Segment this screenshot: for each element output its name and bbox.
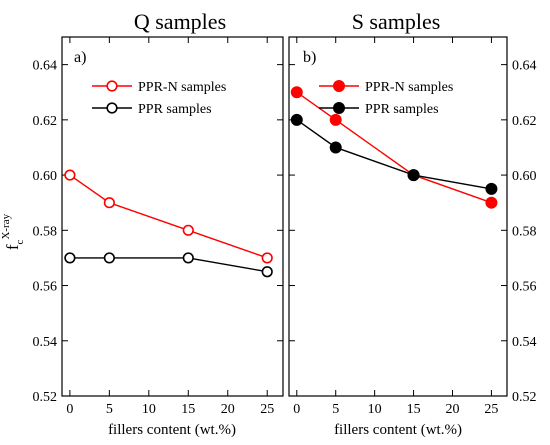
- legend-item: PPR samples: [319, 102, 439, 117]
- data-point: [261, 252, 273, 264]
- x-tick-label: 20: [446, 402, 460, 417]
- x-tick-label: 10: [142, 402, 156, 417]
- data-point: [103, 252, 115, 264]
- data-point: [290, 113, 303, 126]
- y-tick-label: 0.64: [33, 59, 58, 74]
- y-tick-label: 0.60: [512, 169, 537, 184]
- legend: PPR-N samples PPR samples: [92, 80, 226, 117]
- legend: PPR-N samples PPR samples: [319, 80, 453, 117]
- y-tick-label: 0.64: [512, 59, 537, 74]
- legend-item: PPR-N samples: [92, 80, 226, 95]
- legend-marker: [106, 102, 118, 114]
- data-point: [407, 169, 420, 182]
- panel-title: S samples: [352, 9, 441, 34]
- x-tick-label: 5: [106, 402, 113, 417]
- legend-marker: [106, 80, 118, 92]
- x-tick-label: 25: [260, 402, 274, 417]
- x-tick-label: 15: [407, 402, 421, 417]
- y-axis-label: fcX-ray: [0, 213, 26, 250]
- y-ticks: 0.52 0.54 0.56 0.58 0.60 0.62 0.64: [289, 59, 537, 405]
- legend-item: PPR samples: [92, 102, 212, 117]
- x-tick-label: 25: [484, 402, 498, 417]
- data-point: [329, 113, 342, 126]
- y-label-sub: c: [14, 239, 26, 244]
- data-point: [329, 141, 342, 154]
- series-line: [69, 257, 268, 273]
- data-point: [64, 252, 76, 264]
- legend-item: PPR-N samples: [319, 80, 453, 95]
- y-tick-label: 0.56: [512, 280, 537, 295]
- y-tick-label: 0.60: [33, 169, 58, 184]
- data-point: [485, 196, 498, 209]
- x-tick-label: 15: [181, 402, 195, 417]
- x-tick-label: 0: [66, 402, 73, 417]
- x-tick-label: 5: [332, 402, 339, 417]
- y-tick-label: 0.58: [512, 224, 537, 239]
- plot-frame: [288, 36, 508, 397]
- x-tick-label: 20: [221, 402, 235, 417]
- y-label-main: f: [3, 244, 22, 250]
- series-ppr: [64, 252, 273, 278]
- x-ticks: 0 5 10 15 20 25: [66, 37, 274, 417]
- data-point: [103, 197, 115, 209]
- legend-label: PPR-N samples: [365, 80, 453, 95]
- panel-label: b): [303, 49, 316, 66]
- y-tick-label: 0.62: [33, 114, 58, 129]
- x-tick-label: 10: [368, 402, 382, 417]
- y-tick-label: 0.54: [512, 335, 537, 350]
- x-ticks: 0 5 10 15 20 25: [293, 37, 498, 417]
- series-line: [69, 174, 268, 259]
- series-group: [290, 86, 498, 209]
- data-point: [182, 252, 194, 264]
- data-point: [290, 86, 303, 99]
- series-line: [296, 91, 492, 204]
- series-group: [64, 169, 273, 278]
- y-tick-label: 0.54: [33, 335, 58, 350]
- legend-label: PPR samples: [138, 102, 212, 117]
- series-ppr: [290, 113, 498, 195]
- legend-label: PPR-N samples: [138, 80, 226, 95]
- panel-label: a): [74, 49, 86, 66]
- panel-title: Q samples: [134, 9, 226, 34]
- legend-marker: [333, 102, 345, 114]
- data-point: [182, 224, 194, 236]
- x-axis-label: fillers content (wt.%): [334, 422, 462, 438]
- x-tick-label: 0: [293, 402, 300, 417]
- data-point: [64, 169, 76, 181]
- series-line: [296, 119, 492, 190]
- series-ppr-n: [64, 169, 273, 264]
- y-tick-label: 0.52: [33, 390, 58, 405]
- y-tick-label: 0.52: [512, 390, 537, 405]
- plot-frame: [61, 36, 284, 397]
- panel-q-samples: Q samples a) 0 5 10 15 20 25 0.52 0.54 0.56 0.58…: [0, 9, 284, 438]
- x-axis-label: fillers content (wt.%): [108, 422, 236, 438]
- legend-marker: [333, 80, 345, 92]
- y-ticks: 0.52 0.54 0.56 0.58 0.60 0.62 0.64: [33, 59, 283, 405]
- panel-s-samples: S samples b) 0 5 10 15 20 25 0.52 0.54 0.56 0.58…: [288, 9, 537, 438]
- y-label-sup: X-ray: [0, 213, 12, 239]
- y-tick-label: 0.56: [33, 280, 58, 295]
- data-point: [485, 182, 498, 195]
- y-tick-label: 0.62: [512, 114, 537, 129]
- legend-label: PPR samples: [365, 102, 439, 117]
- y-tick-label: 0.58: [33, 224, 58, 239]
- svg-text:fcX-ray: fcX-ray: [0, 213, 26, 250]
- data-point: [261, 266, 273, 278]
